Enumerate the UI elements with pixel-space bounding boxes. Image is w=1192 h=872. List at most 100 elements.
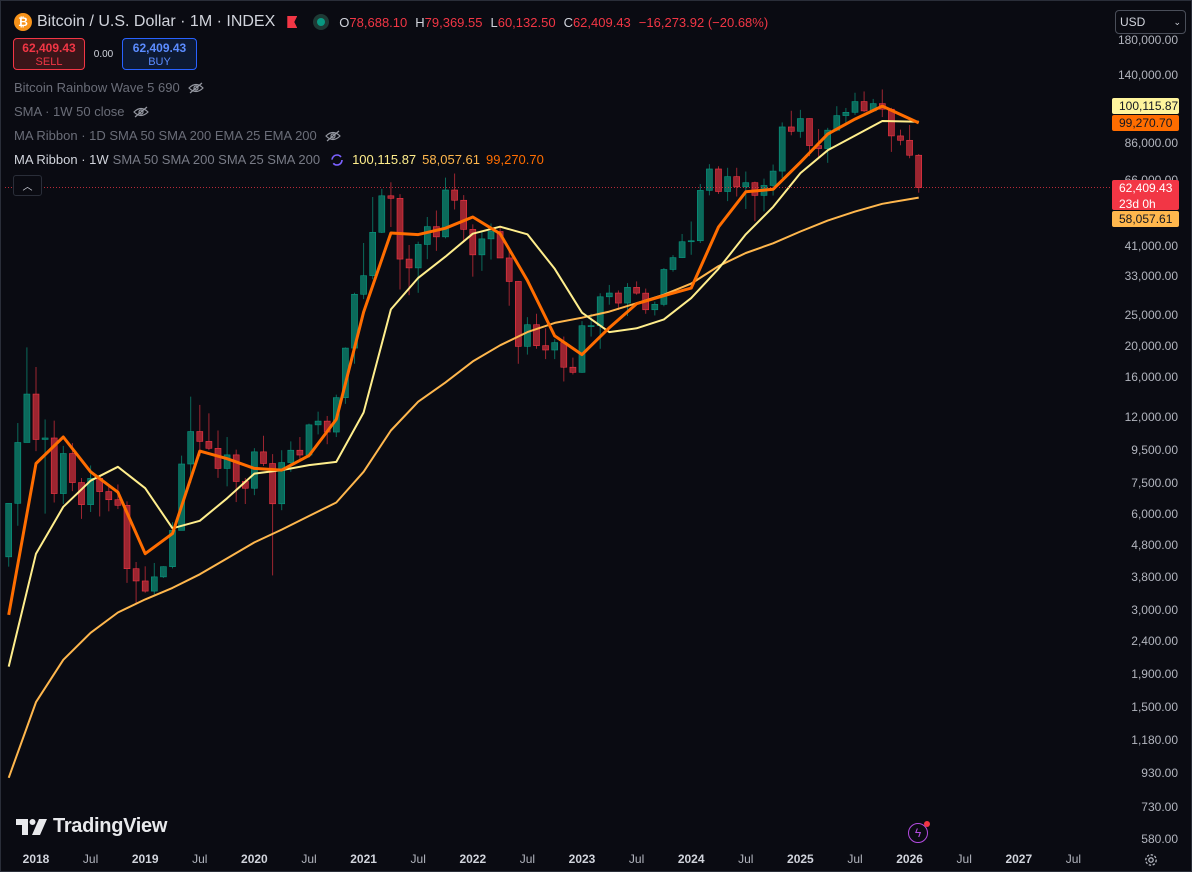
candle-body <box>587 325 595 327</box>
candle-body <box>187 431 194 465</box>
candle-body <box>141 580 149 592</box>
candle-body <box>296 449 304 456</box>
lightning-icon[interactable]: ϟ <box>908 821 930 843</box>
candle-body <box>478 238 486 256</box>
sell-button[interactable]: 62,409.43 SELL <box>13 38 85 70</box>
candle-body <box>5 503 12 558</box>
indicator-rainbow-wave[interactable]: Bitcoin Rainbow Wave 5 690 <box>14 80 204 95</box>
price-axis-label: 6,000.00 <box>1131 506 1178 521</box>
tradingview-logo-icon <box>16 818 47 835</box>
candle-body <box>651 304 659 311</box>
symbol-header: ₿ Bitcoin / U.S. Dollar · 1M · INDEX O78… <box>14 12 776 32</box>
candle-body <box>260 451 267 464</box>
time-axis-month-label: Jul <box>82 852 99 866</box>
candle-body <box>151 576 158 592</box>
price-axis-label: 41,000.00 <box>1124 239 1178 253</box>
close-label: C <box>563 14 573 30</box>
eye-off-icon[interactable] <box>187 82 204 94</box>
candle-body <box>514 281 522 347</box>
candle-body <box>50 437 58 494</box>
indicator-label: SMA · 1W 50 close <box>14 104 125 119</box>
candle-body <box>596 296 604 326</box>
price-axis-label: 7,500.00 <box>1131 475 1178 490</box>
sell-label: SELL <box>35 56 63 68</box>
ohlc-values: O78,688.10 H79,369.55 L60,132.50 C62,409.43… <box>339 15 776 30</box>
candle-body <box>160 566 167 578</box>
time-axis-year-label: 2026 <box>896 852 923 866</box>
symbol-title[interactable]: Bitcoin / U.S. Dollar · 1M · INDEX <box>37 13 276 30</box>
price-axis-label: 140,000.00 <box>1117 67 1178 82</box>
candle-body <box>205 441 213 449</box>
candle-body <box>715 168 722 192</box>
time-axis-year-label: 2021 <box>350 852 377 866</box>
buy-button[interactable]: 62,409.43 BUY <box>122 38 197 70</box>
ma200-price-badge: 58,057.61 <box>1112 211 1179 227</box>
candle-body <box>496 231 504 259</box>
indicator-sma[interactable]: SMA · 1W 50 close <box>14 104 149 119</box>
time-axis-year-label: 2018 <box>22 852 50 866</box>
tradingview-logo[interactable]: TradingView <box>16 815 167 838</box>
candle-body <box>533 324 540 346</box>
eye-off-icon[interactable] <box>132 106 149 118</box>
candle-body <box>442 189 449 238</box>
buy-label: BUY <box>148 56 171 68</box>
candle-body <box>551 342 559 351</box>
indicator-label: MA Ribbon · 1D SMA 50 SMA 200 EMA 25 EMA… <box>14 128 317 143</box>
flag-icon[interactable] <box>287 16 298 28</box>
candle-body <box>824 129 832 149</box>
price-axis-label: 2,400.00 <box>1131 634 1178 649</box>
price-axis-label: 930.00 <box>1141 766 1178 781</box>
time-axis-month-label: Jul <box>738 852 754 866</box>
candle-body <box>487 231 495 240</box>
price-axis-label: 12,000.00 <box>1124 410 1178 425</box>
candle-body <box>396 198 404 260</box>
settings-gear-icon[interactable] <box>1143 852 1159 868</box>
candle-body <box>615 292 622 304</box>
candle-body <box>624 287 631 304</box>
ma-line-sma-50 <box>7 120 919 667</box>
time-axis-year-label: 2020 <box>241 852 268 866</box>
last-price: 62,409.43 <box>1119 181 1173 195</box>
candle-body <box>78 482 85 505</box>
high-label: H <box>415 14 425 30</box>
candle-body <box>278 462 286 505</box>
price-axis-label: 3,000.00 <box>1131 603 1178 618</box>
indicator-label: MA Ribbon · 1W <box>14 152 109 167</box>
chevron-up-icon: ︿ <box>22 182 33 193</box>
trade-panel: 62,409.43 SELL 0.00 62,409.43 BUY <box>13 38 197 70</box>
candle-body <box>787 126 795 132</box>
price-axis-label: 1,180.00 <box>1131 733 1178 748</box>
time-axis-year-label: 2025 <box>787 852 814 866</box>
price-axis-label: 20,000.00 <box>1124 338 1178 353</box>
candle-body <box>778 126 786 172</box>
candle-body <box>797 118 804 132</box>
eye-off-icon[interactable] <box>324 130 341 142</box>
candle-body <box>469 229 477 256</box>
time-axis-year-label: 2019 <box>131 852 159 866</box>
collapse-legend-button[interactable]: ︿ <box>13 175 42 196</box>
indicator-ma-ribbon-1d[interactable]: MA Ribbon · 1D SMA 50 SMA 200 EMA 25 EMA… <box>14 128 341 143</box>
price-axis-label: 25,000.00 <box>1124 307 1178 322</box>
candle-body <box>123 505 131 570</box>
candle-body <box>842 112 850 116</box>
indicator-ma-ribbon-1w[interactable]: MA Ribbon · 1W SMA 50 SMA 200 SMA 25 SMA… <box>14 152 544 167</box>
candle-body <box>706 168 713 191</box>
candle-body <box>251 451 258 489</box>
currency-select[interactable]: USD ⌄ <box>1115 10 1186 34</box>
candle-body <box>687 240 695 243</box>
candle-body <box>87 478 94 505</box>
price-axis-label: 730.00 <box>1141 799 1178 814</box>
market-status-icon[interactable] <box>313 14 330 30</box>
time-axis-year-label: 2022 <box>459 852 487 866</box>
candle-body <box>851 101 859 113</box>
candle-body <box>287 449 295 463</box>
time-axis-month-label: Jul <box>192 852 208 866</box>
candle-body <box>196 431 204 442</box>
candle-body <box>669 257 677 270</box>
last-price-badge: 62,409.43 23d 0h <box>1112 180 1179 211</box>
candle-body <box>605 292 613 298</box>
candle-body <box>14 442 22 504</box>
price-axis-label: 1,500.00 <box>1131 699 1178 714</box>
price-axis-label: 4,800.00 <box>1131 537 1178 552</box>
